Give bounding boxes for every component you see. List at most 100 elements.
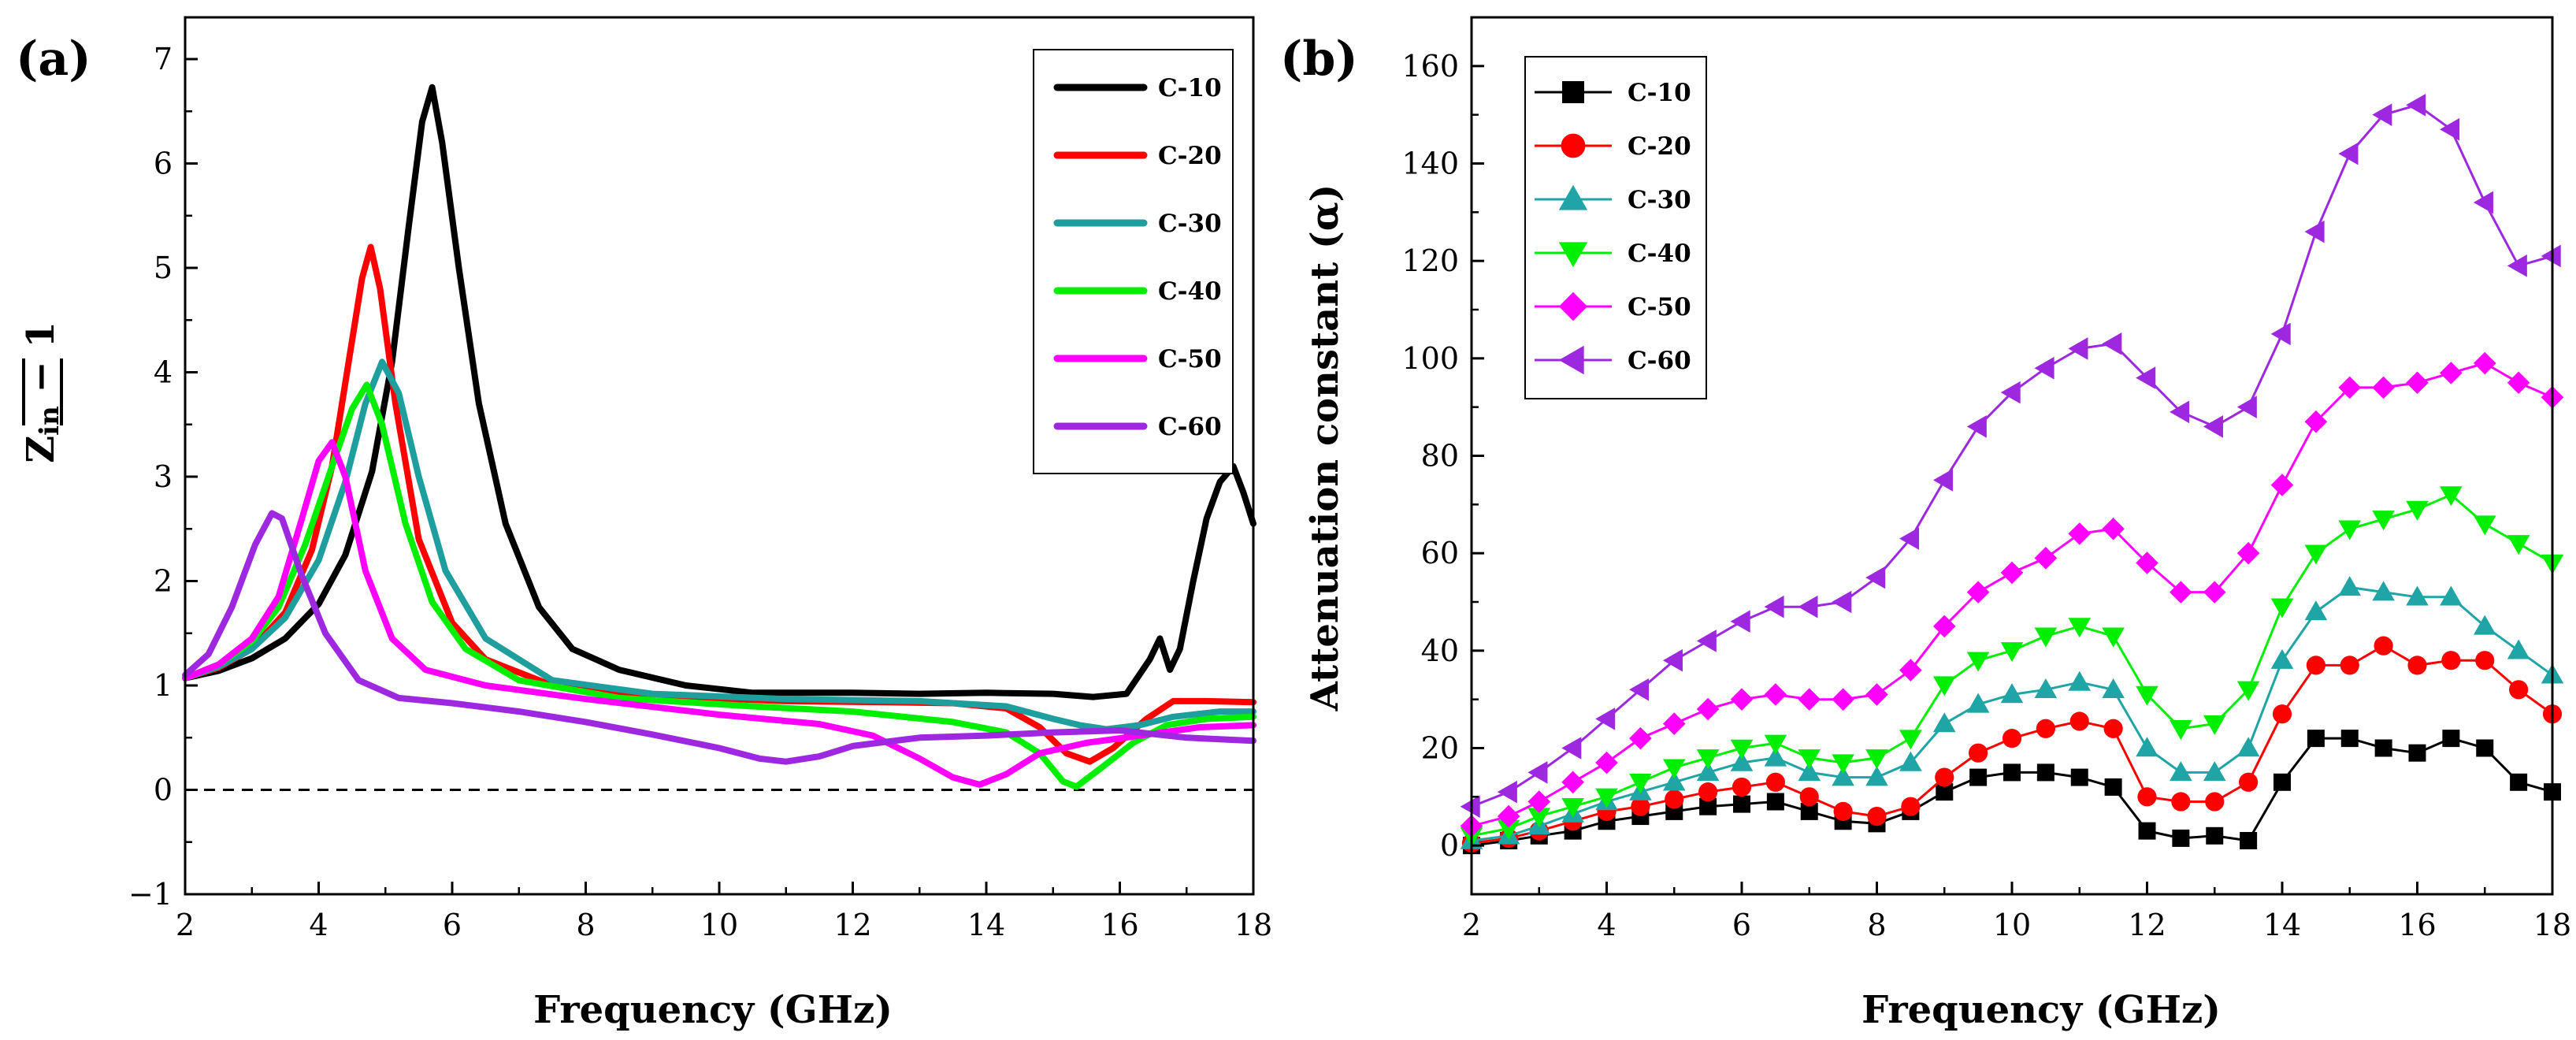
panel-b-point-c-60 — [2372, 103, 2392, 126]
panel-b-point-c-10 — [2340, 730, 2359, 748]
panel-b-point-c-50 — [2068, 522, 2092, 545]
panel-b-point-c-40 — [2507, 535, 2530, 555]
panel-b-point-c-40 — [1865, 749, 1888, 770]
panel-b-point-c-50 — [1865, 683, 1888, 706]
panel-b-point-c-50 — [1696, 697, 1720, 721]
panel-b-point-c-40 — [2372, 511, 2395, 531]
panel-b-point-c-60 — [2304, 220, 2325, 243]
panel-b-point-c-10 — [1936, 783, 1954, 801]
panel-b-point-c-50 — [2136, 552, 2158, 574]
panel-b-point-c-60 — [2102, 332, 2122, 355]
panel-b-point-c-30 — [2000, 683, 2024, 704]
panel-b-label: (b) — [1280, 32, 1358, 87]
panel-b-point-c-60 — [2034, 356, 2054, 380]
panel-b-point-c-50 — [2203, 581, 2226, 604]
panel-b-point-c-60 — [1595, 708, 1616, 730]
panel-b-point-c-50 — [1595, 751, 1618, 774]
panel-b-point-c-20 — [1935, 767, 1954, 787]
panel-b-y-tick-label: 20 — [1421, 731, 1459, 766]
panel-b-legend-label-c-40: C-40 — [1628, 240, 1691, 268]
panel-b-point-c-10 — [2273, 773, 2291, 791]
panel-b-point-c-40 — [1966, 652, 1990, 672]
panel-b-point-c-20 — [2407, 656, 2427, 675]
panel-b-point-c-20 — [2475, 651, 2495, 670]
panel-b-point-c-10 — [2240, 831, 2258, 849]
panel-b-series-c-40 — [1460, 486, 2564, 848]
panel-b-point-c-40 — [2203, 715, 2226, 735]
panel-b-point-c-20 — [1901, 797, 1921, 816]
panel-b-point-c-30 — [2136, 737, 2158, 757]
panel-b-point-c-10 — [2104, 778, 2122, 796]
panel-a-ylabel: Zin − 1 — [19, 321, 65, 463]
panel-b-point-c-50 — [1764, 683, 1787, 706]
panel-b-point-c-60 — [2203, 415, 2223, 438]
panel-a-legend-label-c-60: C-60 — [1158, 413, 1222, 441]
panel-b-point-c-40 — [2102, 627, 2125, 648]
panel-b-point-c-10 — [2408, 744, 2426, 762]
panel-b-point-c-60 — [2270, 322, 2291, 346]
panel-b-point-c-50 — [1629, 726, 1652, 750]
panel-a-series-c-60 — [182, 510, 1256, 765]
panel-b-point-c-30 — [1730, 751, 1754, 771]
panel-b-point-c-20 — [1631, 797, 1650, 816]
panel-b-point-c-20 — [2137, 787, 2157, 807]
panel-b-x-tick-label: 18 — [2533, 908, 2571, 942]
panel-b-point-c-40 — [2000, 642, 2024, 663]
panel-b-point-c-60 — [1696, 630, 1717, 652]
panel-b-point-c-10 — [2003, 763, 2021, 782]
panel-b-point-c-60 — [1460, 795, 1480, 818]
panel-b-y-tick-label: 60 — [1421, 536, 1459, 570]
panel-a-legend-label-c-30: C-30 — [1158, 210, 1222, 238]
panel-b-point-c-30 — [1832, 766, 1854, 786]
panel-b-point-c-50 — [2338, 376, 2362, 399]
panel-a-y-tick-label: −1 — [128, 877, 173, 912]
panel-b-legend-marker-c-20 — [1561, 133, 1586, 158]
panel-b-legend-label-c-60: C-60 — [1628, 347, 1691, 375]
panel-b-point-c-40 — [2136, 685, 2158, 706]
panel-b-point-c-10 — [2510, 773, 2528, 791]
panel-b-legend-label-c-30: C-30 — [1628, 186, 1691, 214]
panel-b-point-c-60 — [2170, 400, 2190, 424]
panel-b-point-c-30 — [2236, 737, 2260, 757]
panel-b-point-c-30 — [1662, 771, 1686, 791]
panel-b-legend-marker-c-40 — [1558, 242, 1588, 268]
panel-b-point-c-30 — [2068, 670, 2092, 691]
panel-b-point-c-40 — [1832, 754, 1854, 774]
panel-b-point-c-40 — [2338, 520, 2362, 540]
panel-b-point-c-50 — [2473, 351, 2496, 375]
panel-b-point-c-60 — [2406, 94, 2426, 117]
panel-b-point-c-40 — [1561, 797, 1584, 818]
panel-b-point-c-60 — [1798, 595, 1818, 618]
panel-b-point-c-40 — [2034, 627, 2058, 648]
panel-b-point-c-60 — [2000, 381, 2021, 404]
panel-b-x-tick-label: 14 — [2263, 908, 2301, 942]
panel-b-point-c-10 — [1699, 797, 1717, 815]
panel-b-y-tick-label: 140 — [1401, 147, 1459, 181]
panel-b-point-c-60 — [2440, 117, 2460, 141]
panel-a-x-tick-label: 18 — [1234, 908, 1272, 942]
panel-b-legend-box — [1524, 56, 1707, 399]
panel-a-series-c-50 — [182, 439, 1256, 788]
panel-b-point-c-60 — [2068, 337, 2088, 360]
panel-b-point-c-10 — [1766, 793, 1784, 811]
panel-b-point-c-20 — [1698, 782, 1718, 802]
panel-a-y-tick-label: 0 — [154, 773, 173, 808]
panel-b-point-c-60 — [2541, 244, 2561, 268]
panel-b-point-c-40 — [2068, 618, 2092, 638]
panel-b-point-c-20 — [2103, 719, 2123, 738]
panel-b-series-line-c-40 — [1471, 493, 2553, 838]
panel-b-legend-marker-c-60 — [1558, 345, 1584, 375]
panel-b-point-c-10 — [1733, 795, 1750, 813]
panel-b-point-c-20 — [2239, 772, 2259, 792]
panel-b-point-c-20 — [2306, 656, 2325, 675]
panel-b-point-c-50 — [2270, 474, 2294, 496]
panel-b-point-c-30 — [2440, 585, 2463, 606]
panel-b-legend-marker-c-10 — [1562, 81, 1584, 103]
panel-b-x-tick-label: 4 — [1597, 908, 1616, 942]
panel-b-point-c-20 — [1732, 777, 1752, 797]
panel-b-point-c-30 — [1899, 751, 1922, 771]
panel-b-point-c-50 — [1662, 712, 1686, 735]
panel-a-y-tick-label: 1 — [154, 668, 173, 703]
panel-a-y-tick-label: 2 — [154, 564, 173, 599]
panel-b-y-tick-label: 160 — [1401, 49, 1459, 84]
